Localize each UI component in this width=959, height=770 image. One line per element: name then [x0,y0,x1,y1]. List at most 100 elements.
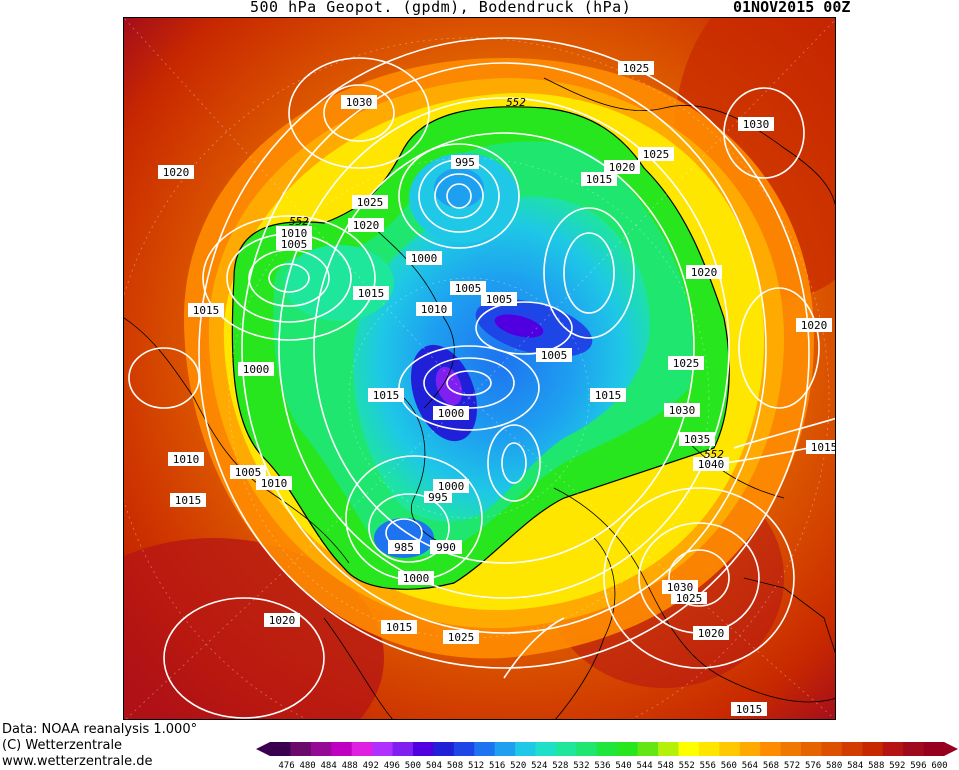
svg-text:1010: 1010 [261,477,288,490]
colorbar-swatch [617,742,639,756]
isobar-label: 1010 [416,302,452,316]
colorbar-swatch [310,742,332,756]
colorbar-tick-label: 572 [784,761,800,770]
trough-min-central [435,366,463,406]
colorbar-tick-label: 516 [489,761,505,770]
svg-text:1040: 1040 [698,458,725,471]
isobar-labels: 1030 1025 1020 1015 1010 1005 1000 995 9… [158,61,836,716]
colorbar-swatch [515,742,537,756]
colorbar-swatch [474,742,496,756]
isobar-label: 1010 [276,226,312,240]
isobar-label: 1015 [590,388,626,402]
colorbar-swatch [841,742,863,756]
isobar-label: 995 [451,155,479,169]
colorbar-swatch [555,742,577,756]
svg-text:552: 552 [289,215,309,228]
svg-text:1020: 1020 [691,266,718,279]
svg-text:1015: 1015 [193,304,220,317]
svg-text:1015: 1015 [358,287,385,300]
colorbar-swatch [882,742,904,756]
isobar-label: 1005 [276,238,312,251]
isobar-label: 1020 [158,165,194,179]
isobar-label: 1015 [188,303,224,317]
isobar-label: 990 [430,540,462,554]
colorbar-tick-label: 492 [363,761,379,770]
svg-text:1010: 1010 [421,303,448,316]
colorbar-swatch [658,742,679,756]
svg-text:1020: 1020 [609,161,636,174]
map-canvas: 1030 1025 1020 1015 1010 1005 1000 995 9… [124,18,836,719]
svg-text:995: 995 [428,491,448,504]
colorbar-swatch [351,742,373,756]
svg-text:1030: 1030 [743,118,770,131]
colorbar-tick-label: 560 [721,761,737,770]
colorbar-swatch [637,742,659,756]
isobar-label: 1015 [368,388,404,402]
isobar-label: 1025 [671,592,707,605]
svg-text:1005: 1005 [235,466,262,479]
coastlines [124,77,835,719]
trough-min-east [494,314,544,338]
svg-text:1015: 1015 [595,389,622,402]
svg-text:552: 552 [506,96,526,109]
isobar-label: 1010 [168,452,204,466]
colorbar-tick-label: 564 [742,761,758,770]
colorbar-tick-label: 512 [468,761,484,770]
colorbar-tick-label: 488 [342,761,358,770]
copyright-text: (C) Wetterzentrale [2,738,123,753]
svg-text:1015: 1015 [373,389,400,402]
isobar-label: 1020 [348,218,384,232]
colorbar-tick-label: 584 [847,761,863,770]
colorbar-tick-label: 532 [573,761,589,770]
isobar-label: 1025 [618,61,654,75]
svg-text:1025: 1025 [676,592,703,605]
colorbar: 476 480 484 488 492 496 500 504 508 512 516 520 524 5… [256,742,958,770]
colorbar-swatch [739,742,761,756]
isobar-label: 985 [388,540,420,554]
isobar-label: 1040 [693,457,729,471]
colorbar-swatches [256,742,958,756]
colorbar-min-arrow [256,742,270,756]
colorbar-swatch [576,742,598,756]
isobar-label: 1015 [806,440,836,454]
colorbar-tick-label: 548 [658,761,674,770]
colorbar-labels: 476 480 484 488 492 496 500 504 508 512 516 520 524 5… [278,761,947,770]
colorbar-tick-label: 556 [700,761,716,770]
isobar-label: 1030 [662,580,698,594]
isobar-label: 1030 [664,403,700,417]
isobar-label: 1020 [604,160,640,174]
colorbar-max-arrow [944,742,958,756]
isobar-label: 1000 [238,362,274,376]
isobar-label: 1005 [230,465,266,479]
colorbar-tick-label: 520 [510,761,526,770]
isobar-label: 1010 [278,228,314,241]
colorbar-tick-label: 528 [552,761,568,770]
colorbar-swatch [678,742,700,756]
isobar-label: 552 [506,96,526,109]
isobar-label: 1015 [170,493,206,507]
svg-text:1030: 1030 [346,96,373,109]
svg-text:1015: 1015 [175,494,202,507]
colorbar-swatch [801,742,822,756]
svg-text:1005: 1005 [486,293,513,306]
isobar-label: 1025 [668,356,704,370]
svg-text:1000: 1000 [438,407,465,420]
svg-text:1025: 1025 [448,631,475,644]
isobar-label: 1000 [406,251,442,265]
colorbar-swatch [270,742,291,756]
colorbar-tick-label: 540 [615,761,631,770]
svg-text:1015: 1015 [811,441,836,454]
svg-text:1020: 1020 [163,166,190,179]
colorbar-tick-label: 484 [321,761,337,770]
website-link[interactable]: www.wetterzentrale.de [2,754,153,769]
isobar-label: 1015 [381,620,417,634]
colorbar-tick-label: 552 [679,761,695,770]
colorbar-tick-label: 600 [931,761,947,770]
svg-text:1005: 1005 [281,238,308,251]
svg-text:1035: 1035 [684,433,711,446]
isobar-label: 1025 [638,147,674,161]
chart-title: 500 hPa Geopot. (gpdm), Bodendruck (hPa) [250,0,632,16]
isobar-label: 1000 [433,479,469,493]
colorbar-tick-label: 508 [447,761,463,770]
isobar-label: 1020 [693,626,729,640]
